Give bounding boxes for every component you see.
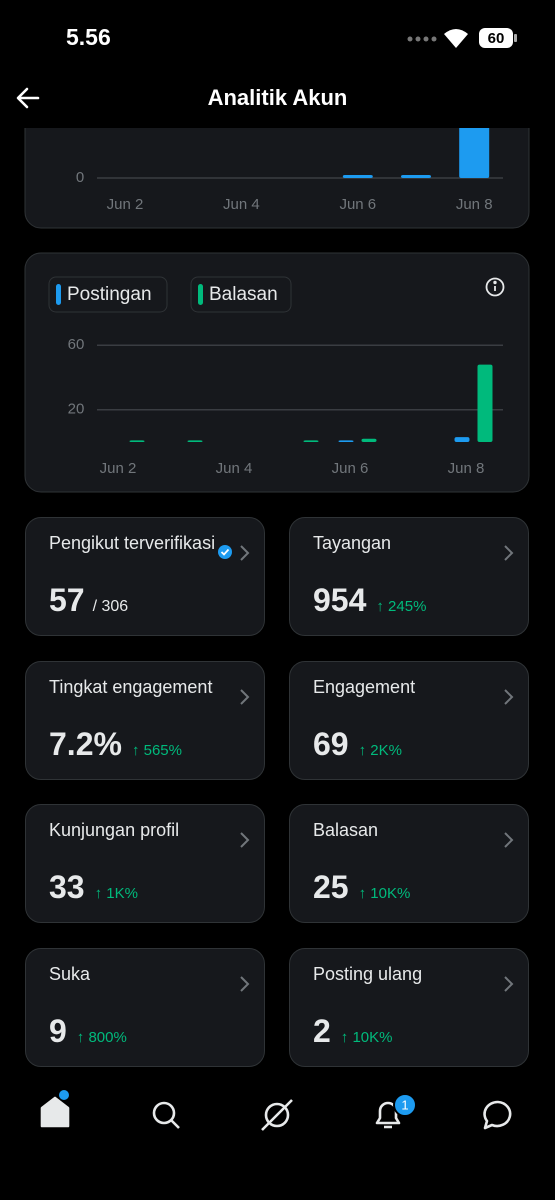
x-tick-label: Jun 2 [107,196,144,213]
info-icon[interactable] [485,277,505,297]
chart-card [24,252,530,493]
x-tick-label: Jun 2 [100,460,137,477]
metric-number: 69 [313,726,349,762]
metric-value: 33 ↑ 1K% [49,869,138,906]
metric-value: 954 ↑ 245% [313,582,426,619]
metric-value: 57 / 306 [49,582,128,619]
bar [342,175,373,178]
legend-item [48,276,168,313]
messages-icon[interactable] [483,1100,512,1130]
legend: Postingan Balasan [48,276,292,313]
metric-number: 7.2% [49,726,122,762]
x-tick-label: Jun 8 [456,196,493,213]
metric-label: Tayangan [313,533,392,553]
chevron [504,545,514,561]
chevron [504,689,514,705]
home-dot [59,1090,69,1100]
metric-change: ↑ 1K% [94,885,138,902]
x-tick-label: Jun 8 [448,460,485,477]
metric-number: 25 [313,869,349,905]
clock: 5.56 [66,24,111,50]
metric-label: Balasan [313,820,379,840]
metric-number: 9 [49,1013,67,1049]
metric-number: 57 [49,582,85,618]
metric-number: 33 [49,869,85,905]
chevron [504,832,514,848]
status-icons: 60 [407,28,517,48]
metric-number: 954 [313,582,367,618]
metric-change: ↑ 565% [131,742,182,759]
chevron [240,545,250,561]
y-tick-label: 0 [76,169,84,186]
metric-label: Engagement [313,677,416,697]
metric-change: ↑ 2K% [358,742,402,759]
metric-card[interactable]: Posting ulang 2 ↑ 10K% [289,948,529,1067]
legend-label: Balasan [209,284,278,305]
x-tick-label: Jun 6 [332,460,369,477]
metric-card[interactable]: Engagement 69 ↑ 2K% [289,661,529,780]
y-tick-label: 60 [68,336,85,353]
page-title: Analitik Akun [207,85,348,110]
bar [187,440,203,442]
metric-change: ↑ 10K% [358,885,411,902]
metric-value: 9 ↑ 800% [49,1013,127,1050]
legend-swatch [198,284,203,305]
bar [454,437,470,442]
metric-value: 25 ↑ 10K% [313,869,410,906]
metric-change: ↑ 245% [376,598,427,615]
legend-swatch [56,284,61,305]
legend-label: Postingan [67,284,152,305]
metric-label: Suka [49,964,91,984]
x-tick-label: Jun 4 [216,460,253,477]
bar [361,438,377,442]
metric-label: Kunjungan profil [49,820,180,840]
metric-label: Pengikut terverifikasi [49,533,216,553]
metric-card[interactable]: Tingkat engagement 7.2% ↑ 565% [25,661,265,780]
x-tick-label: Jun 6 [339,196,376,213]
metric-value: 7.2% ↑ 565% [49,726,182,763]
metric-change: ↑ 800% [76,1029,127,1046]
bar [303,440,319,442]
metric-card[interactable]: Balasan 25 ↑ 10K% [289,804,529,923]
notification-count: 1 [401,1097,408,1112]
metric-number: 2 [313,1013,331,1049]
bar [129,440,145,442]
home-icon[interactable] [40,1096,70,1128]
bottom-nav: 1 [40,1090,512,1131]
metric-value: 2 ↑ 10K% [313,1013,393,1050]
x-tick-label: Jun 4 [223,196,260,213]
notification-badge [393,1093,417,1117]
bar [338,440,354,442]
grok-icon[interactable] [261,1099,293,1131]
metric-total: / 306 [92,598,129,615]
chevron [240,832,250,848]
battery-level: 60 [488,30,505,47]
y-tick-label: 20 [68,401,85,418]
metric-card[interactable]: Tayangan 954 ↑ 245% [289,517,529,636]
metric-label: Tingkat engagement [49,677,213,697]
chevron [504,976,514,992]
metric-change: ↑ 10K% [340,1029,393,1046]
chevron [240,689,250,705]
bar [401,175,431,178]
chevron [240,976,250,992]
metric-label: Posting ulang [313,964,423,984]
search-icon[interactable] [152,1101,180,1129]
verified-badge [218,545,232,559]
top-bar: 5.56 60 Analitik Akun [0,0,555,128]
metric-card[interactable]: Pengikut terverifikasi 57 / 306 [25,517,265,636]
back-button[interactable] [14,83,44,113]
metric-value: 69 ↑ 2K% [313,726,402,763]
metric-card[interactable]: Kunjungan profil 33 ↑ 1K% [25,804,265,923]
metric-card[interactable]: Suka 9 ↑ 800% [25,948,265,1067]
bar [477,364,493,442]
legend-item [190,276,292,313]
